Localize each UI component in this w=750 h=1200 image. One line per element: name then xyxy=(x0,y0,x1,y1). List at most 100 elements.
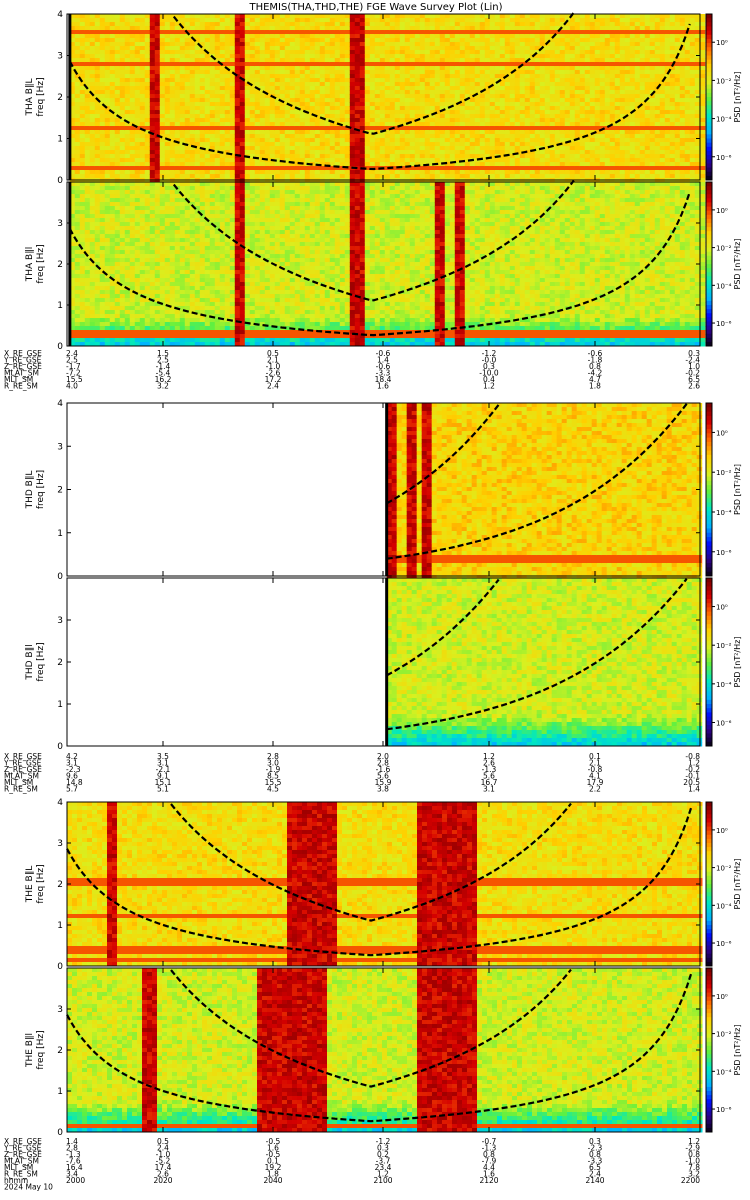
y-tick-label: 1 xyxy=(57,135,63,145)
y-tick-label: 2 xyxy=(57,880,63,890)
orbit-value: 4.5 xyxy=(267,785,279,794)
y-tick-label: 3 xyxy=(57,219,63,229)
y-tick-label: 2 xyxy=(57,658,63,668)
orbit-value: 5.7 xyxy=(66,785,78,794)
heatmap-cells xyxy=(70,182,706,347)
colorbar-label: PSD [nT²/Hz] xyxy=(733,239,742,290)
y-axis-label: THE B∥L xyxy=(25,866,35,904)
spectrogram-the_bll: 0 1 2 3 THE B∥l freq [Hz] 10⁰ 10⁻² 10⁻⁴ 10⁻⁶ PSD [… xyxy=(25,968,742,1138)
figure-title: THEMIS(THA,THD,THE) FGE Wave Survey Plot… xyxy=(248,2,502,13)
y-tick-label: 1 xyxy=(57,1087,63,1097)
colorbar-tick-label: 10⁻⁶ xyxy=(716,549,732,557)
y-tick-label: 0 xyxy=(57,962,63,972)
orbit-value: 3.1 xyxy=(483,785,495,794)
y-tick-label: 4 xyxy=(57,798,63,808)
colorbar-tick-label: 10⁰ xyxy=(716,207,728,215)
colorbar-tick-label: 10⁰ xyxy=(716,39,728,47)
colorbar-tick-label: 10⁻⁶ xyxy=(716,320,732,328)
orbit-value: 2120 xyxy=(479,1176,498,1185)
y-tick-label: 0 xyxy=(57,742,63,752)
orbit-value: 2000 xyxy=(66,1176,85,1185)
y-tick-label: 4 xyxy=(57,399,63,409)
colorbar-label: PSD [nT²/Hz] xyxy=(733,1025,742,1076)
y-tick-label: 3 xyxy=(57,442,63,452)
y-tick-label: 2 xyxy=(57,93,63,103)
orbit-value: 1.2 xyxy=(483,382,495,391)
orbit-value: 2200 xyxy=(681,1176,700,1185)
orbit-value: 2020 xyxy=(153,1176,172,1185)
colorbar-tick-label: 10⁻⁴ xyxy=(716,1068,732,1076)
y-tick-label: 3 xyxy=(57,52,63,62)
spectrogram-the_bl: 0 1 2 3 4 THE B∥L freq [Hz] 10⁰ 10⁻² 10⁻⁴ 10⁻⁶ PSD … xyxy=(25,798,742,972)
orbit-value: 4.0 xyxy=(66,382,78,391)
colorbar-tick-label: 10⁻⁴ xyxy=(716,116,732,124)
colorbar-tick-label: 10⁻⁶ xyxy=(716,719,732,727)
y-tick-label: 4 xyxy=(57,10,63,20)
colorbar-tick-label: 10⁻⁴ xyxy=(716,681,732,689)
colorbar-tick-label: 10⁻⁴ xyxy=(716,509,732,517)
orbit-value: 3.2 xyxy=(157,382,169,391)
colorbar-tick-label: 10⁰ xyxy=(716,429,728,437)
y-tick-label: 0 xyxy=(57,572,63,582)
orbit-value: 2.2 xyxy=(589,785,601,794)
orbit-value: 2140 xyxy=(585,1176,604,1185)
orbit-row-label: R_RE_SM xyxy=(4,382,38,391)
colorbar-tick-label: 10⁻⁶ xyxy=(716,940,732,948)
y-tick-label: 0 xyxy=(57,1128,63,1138)
orbit-value: 1.6 xyxy=(377,382,389,391)
colorbar-tick-label: 10⁻² xyxy=(716,642,732,650)
heatmap-cells xyxy=(67,968,703,1133)
colorbar-tick-label: 10⁻² xyxy=(716,865,732,873)
heatmap-cells xyxy=(67,802,703,967)
colorbar-tick-label: 10⁰ xyxy=(716,827,728,835)
colorbar-tick-label: 10⁻² xyxy=(716,245,732,253)
y-tick-label: 2 xyxy=(57,1046,63,1056)
y-axis-label: THA B∥L xyxy=(25,79,35,117)
orbit-value: 3.8 xyxy=(377,785,389,794)
orbit-value: 5.1 xyxy=(157,785,169,794)
orbit-value: 2100 xyxy=(373,1176,392,1185)
y-tick-label: 0 xyxy=(57,342,63,352)
colorbar-tick-label: 10⁻² xyxy=(716,1031,732,1039)
orbit-row-label: R_RE_SM xyxy=(4,785,38,794)
y-axis-unit: freq [Hz] xyxy=(36,244,46,283)
y-tick-label: 2 xyxy=(57,486,63,496)
y-axis-unit: freq [Hz] xyxy=(36,1030,46,1069)
colorbar-label: PSD [nT²/Hz] xyxy=(733,637,742,688)
colorbar-tick-label: 10⁻⁴ xyxy=(716,902,732,910)
colorbar-tick-label: 10⁻⁶ xyxy=(716,1106,732,1114)
colorbar-label: PSD [nT²/Hz] xyxy=(733,464,742,515)
heatmap-cells xyxy=(70,14,706,183)
y-tick-label: 3 xyxy=(57,616,63,626)
y-axis-unit: freq [Hz] xyxy=(36,470,46,509)
y-tick-label: 0 xyxy=(57,176,63,186)
colorbar-tick-label: 10⁻⁴ xyxy=(716,282,732,290)
colorbar-tick-label: 10⁻⁶ xyxy=(716,154,732,162)
y-tick-label: 3 xyxy=(57,839,63,849)
y-tick-label: 3 xyxy=(57,1005,63,1015)
y-axis-label: THD B∥L xyxy=(25,471,35,510)
orbit-value: 1.4 xyxy=(688,785,700,794)
orbit-value: 1.8 xyxy=(589,382,601,391)
y-axis-label: THD B∥l xyxy=(25,644,35,680)
y-axis-label: THE B∥l xyxy=(25,1033,35,1068)
y-axis-unit: freq [Hz] xyxy=(36,77,46,116)
y-tick-label: 1 xyxy=(57,301,63,311)
y-axis-unit: freq [Hz] xyxy=(36,642,46,681)
orbit-row-label: 2024 May 10 xyxy=(4,1183,53,1192)
orbit-value: 2.6 xyxy=(688,382,700,391)
colorbar-label: PSD [nT²/Hz] xyxy=(733,859,742,910)
orbit-value: 2040 xyxy=(263,1176,282,1185)
y-tick-label: 1 xyxy=(57,921,63,931)
colorbar-tick-label: 10⁰ xyxy=(716,993,728,1001)
y-tick-label: 2 xyxy=(57,260,63,270)
colorbar-label: PSD [nT²/Hz] xyxy=(733,72,742,123)
orbit-value: 2.4 xyxy=(267,382,279,391)
y-axis-unit: freq [Hz] xyxy=(36,864,46,903)
colorbar-tick-label: 10⁰ xyxy=(716,604,728,612)
colorbar-tick-label: 10⁻² xyxy=(716,469,732,477)
y-tick-label: 1 xyxy=(57,700,63,710)
y-tick-label: 1 xyxy=(57,529,63,539)
